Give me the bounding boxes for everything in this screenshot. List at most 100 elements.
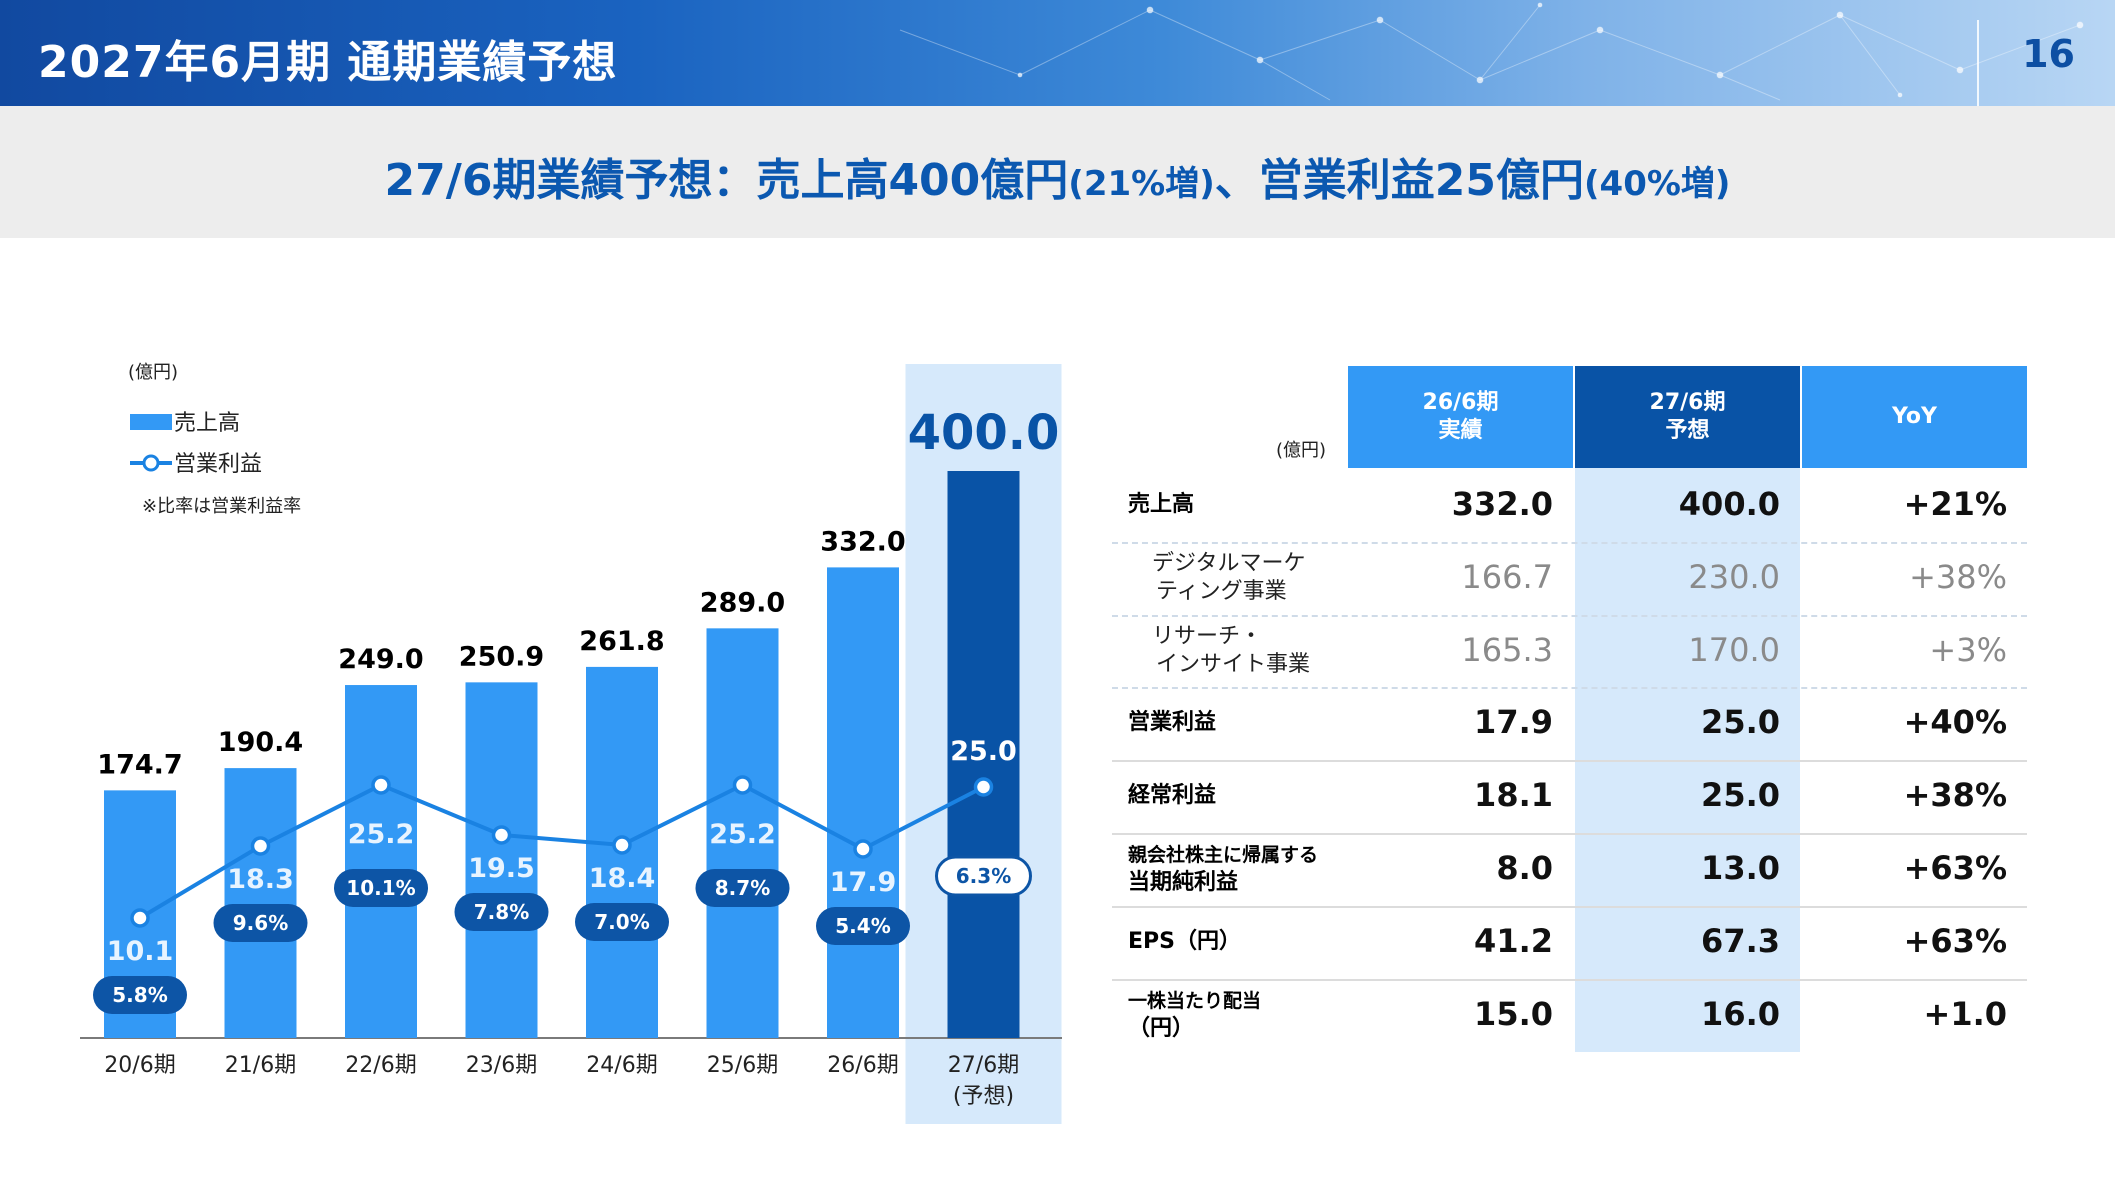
legend-line-label: 営業利益 (174, 452, 262, 477)
category-label-6: 26/6期 (827, 1053, 898, 1078)
row-separator-0 (1112, 541, 2027, 544)
cell-yoy-7: +1.0 (1923, 994, 2008, 1033)
row-separator-5 (1112, 905, 2027, 908)
margin-pill-3 (454, 893, 549, 931)
row-label-2-line1: リサーチ・ (1152, 623, 1263, 649)
cell-actual-5: 8.0 (1496, 849, 1553, 887)
margin-label-7: 6.3% (956, 864, 1011, 888)
margin-label-0: 5.8% (112, 983, 167, 1007)
cell-actual-2: 165.3 (1461, 630, 1553, 669)
sales-bar-6 (827, 567, 899, 1038)
margin-pill-2 (334, 869, 428, 907)
sales-label-5: 289.0 (700, 587, 785, 618)
network-background-graphic (899, 2, 2084, 101)
op-profit-point-1 (250, 836, 271, 856)
category-label-2: 22/6期 (345, 1053, 416, 1078)
op-profit-label-0: 10.1 (107, 936, 174, 967)
margin-pill-4 (575, 903, 669, 941)
margin-pill-6 (816, 907, 910, 945)
row-label-3: 営業利益 (1128, 709, 1216, 737)
page-title: 2027年6月期 通期業績予想 (38, 37, 618, 88)
cell-forecast-7: 16.0 (1701, 994, 1780, 1033)
legend-line-marker (142, 454, 160, 472)
sales-bar-2 (345, 685, 417, 1038)
row-label-5-line2: 当期純利益 (1128, 870, 1239, 895)
table-header-0-line2: 実績 (1438, 418, 1483, 443)
category-label-4: 24/6期 (586, 1053, 657, 1078)
cell-yoy-2: +3% (1929, 630, 2007, 669)
cell-actual-7: 15.0 (1474, 994, 1553, 1033)
row-label-2-line2: インサイト事業 (1156, 651, 1311, 677)
header-divider (1977, 20, 1979, 106)
op-profit-label-2: 25.2 (348, 819, 415, 850)
row-label-5-line1: 親会社株主に帰属する (1128, 844, 1319, 866)
op-profit-point-0 (130, 908, 150, 928)
sales-bar-3 (465, 682, 538, 1038)
legend-bar-label: 売上高 (174, 411, 240, 436)
row-label-4-line1: 経常利益 (1128, 783, 1217, 809)
cell-yoy-0: +21% (1903, 485, 2007, 523)
margin-pill-7 (935, 855, 1032, 897)
op-profit-point-7 (973, 777, 994, 797)
op-profit-point-3 (491, 825, 512, 845)
sales-label-1: 190.4 (218, 727, 303, 758)
row-label-2: リサーチ・ インサイト事業 (1152, 623, 1310, 679)
margin-label-6: 5.4% (835, 914, 890, 938)
op-profit-label-1: 18.3 (227, 864, 294, 895)
cell-yoy-6: +63% (1903, 921, 2007, 960)
table-header-0: 26/6期実績 (1348, 366, 1573, 468)
cell-forecast-0: 400.0 (1678, 485, 1780, 523)
table-header-1-line2: 予想 (1665, 418, 1710, 443)
op-profit-label-7: 25.0 (950, 736, 1017, 767)
cell-forecast-6: 67.3 (1701, 921, 1780, 960)
table-header-1-line1: 27/6期 (1649, 390, 1726, 415)
sales-profit-chart: 174.7 20/6期 190.4 21/6期 249.0 22/6期 250.9 23/6期… (80, 362, 1062, 1124)
row-separator-6 (1112, 978, 2027, 981)
margin-label-2: 10.1% (346, 876, 415, 900)
sales-bar-5 (706, 628, 779, 1038)
row-label-1: デジタルマーケ ティング事業 (1152, 550, 1306, 606)
cell-actual-3: 17.9 (1474, 703, 1553, 742)
row-label-6: EPS（円） (1128, 928, 1241, 956)
row-label-7-line1: 一株当たり配当 (1128, 989, 1262, 1012)
sales-label-6: 332.0 (820, 526, 905, 557)
category-label-5: 25/6期 (707, 1053, 778, 1078)
row-label-4: 経常利益 (1128, 782, 1216, 810)
table-header-0-line1: 26/6期 (1422, 390, 1499, 415)
row-separator-4 (1112, 833, 2027, 835)
cell-yoy-1: +38% (1909, 557, 2007, 596)
row-separator-2 (1112, 687, 2027, 690)
sales-label-0: 174.7 (97, 749, 182, 780)
row-label-5: 親会社株主に帰属する 当期純利益 (1128, 841, 1318, 897)
headline: 27/6期業績予想：売上高400億円(21%増)、営業利益25億円(40%増) (0, 144, 2115, 208)
legend-bar-swatch (130, 414, 172, 430)
op-profit-point-6 (853, 839, 873, 859)
op-profit-point-4 (612, 835, 632, 855)
category-label-7: 27/6期 (948, 1053, 1019, 1078)
sales-bar-1 (224, 768, 297, 1038)
op-profit-label-6: 17.9 (830, 867, 897, 898)
cell-forecast-5: 13.0 (1701, 849, 1780, 887)
category-label-0: 20/6期 (104, 1053, 175, 1078)
cell-actual-4: 18.1 (1474, 776, 1553, 815)
op-profit-label-3: 19.5 (468, 853, 535, 884)
table-unit-label: (億円) (1276, 440, 1327, 461)
headline-op-growth: (40%増) (1584, 164, 1731, 204)
margin-label-3: 7.8% (474, 900, 529, 924)
margin-label-1: 9.6% (233, 911, 288, 935)
cell-forecast-3: 25.0 (1701, 703, 1780, 742)
margin-label-4: 7.0% (594, 910, 649, 934)
op-profit-label-5: 25.2 (709, 819, 776, 850)
margin-pill-0 (93, 976, 187, 1014)
headline-sales-growth: (21%増) (1068, 164, 1215, 204)
sales-label-3: 250.9 (459, 641, 544, 672)
subtitle-band: 27/6期業績予想：売上高400億円(21%増)、営業利益25億円(40%増) (0, 106, 2115, 238)
op-profit-label-4: 18.4 (589, 863, 656, 894)
category-label-3: 23/6期 (466, 1053, 537, 1078)
cell-actual-6: 41.2 (1474, 921, 1553, 960)
page-number: 16 (2022, 32, 2075, 76)
cell-actual-0: 332.0 (1451, 485, 1553, 523)
table-header-2: YoY (1802, 366, 2027, 468)
chart-unit-label: (億円) (128, 362, 178, 383)
